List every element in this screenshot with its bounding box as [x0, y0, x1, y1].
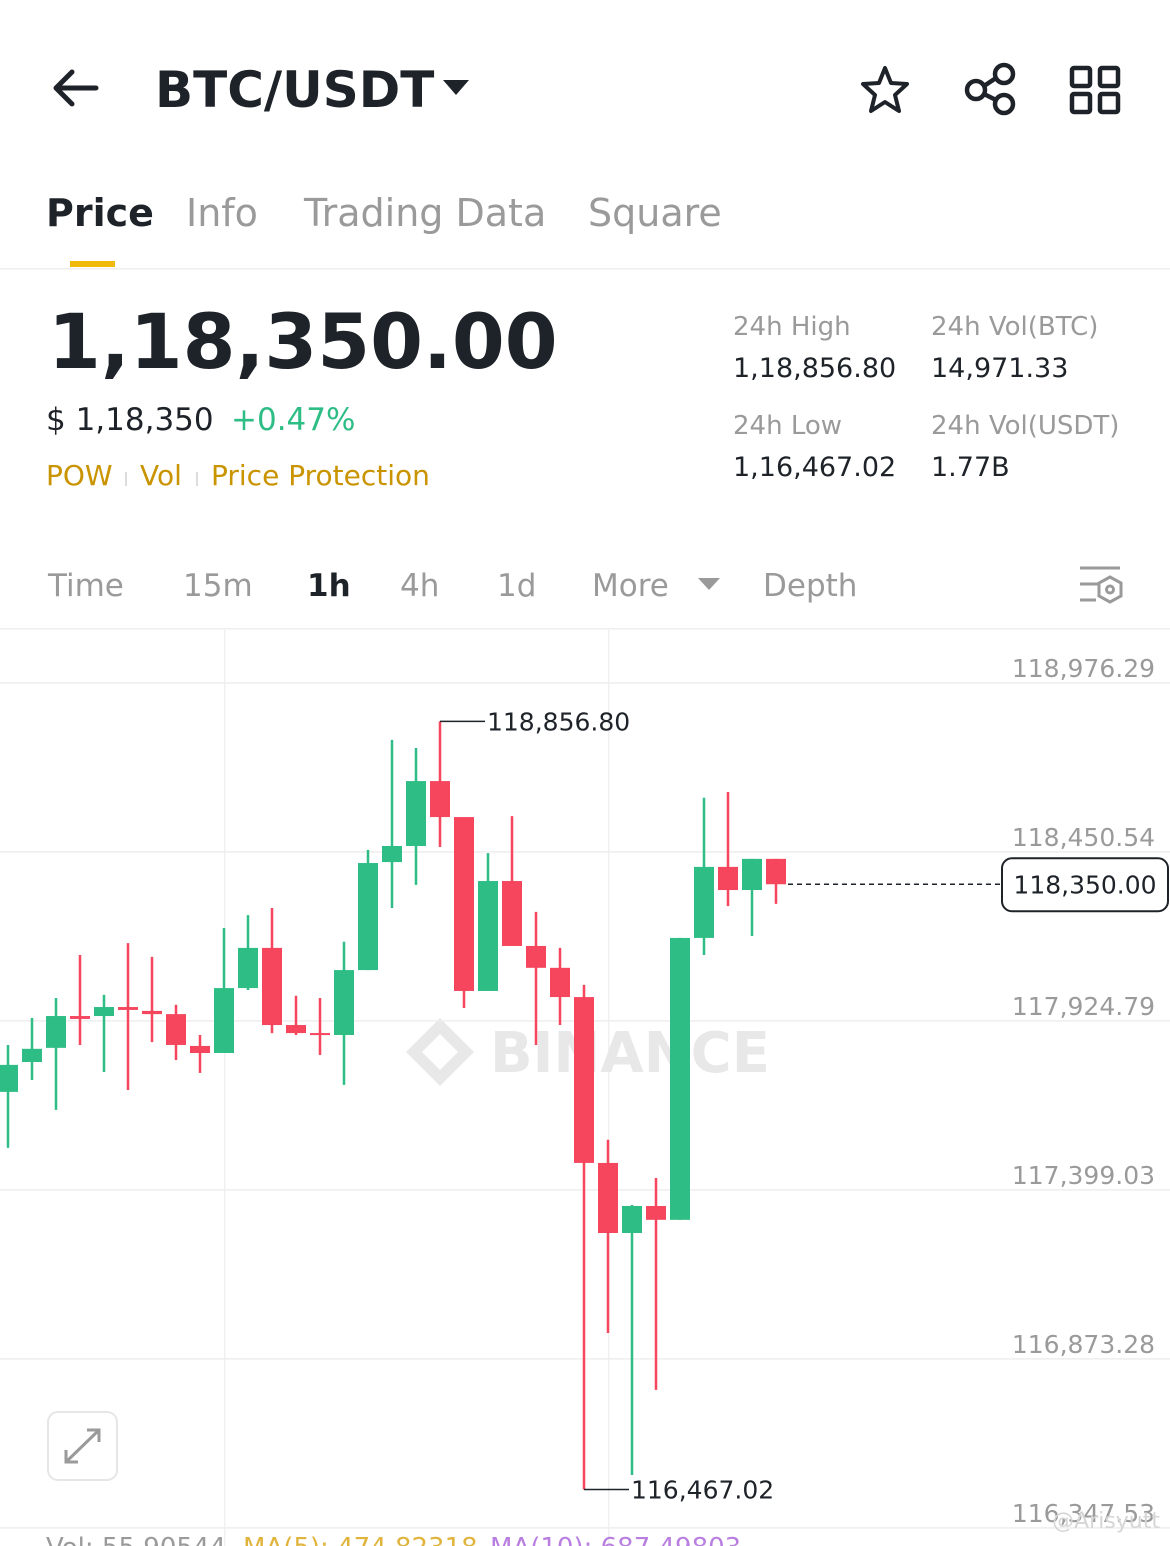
tag[interactable]: POW — [46, 459, 113, 492]
candle-body — [334, 970, 354, 1035]
interval[interactable]: 4h — [400, 568, 439, 604]
extreme-label: 116,467.02 — [631, 1475, 774, 1504]
candle-body — [550, 967, 570, 998]
separator — [125, 472, 127, 486]
last-price-box — [1001, 857, 1169, 913]
candle-body — [238, 947, 258, 989]
candle-body — [694, 866, 714, 938]
candle-body — [718, 866, 738, 891]
watermark-logo — [406, 1018, 474, 1086]
menu-icon[interactable] — [1069, 65, 1121, 115]
candle-body — [286, 1025, 306, 1034]
vertical-grid-line — [608, 630, 610, 1546]
stat-label: 24h High — [733, 312, 851, 342]
y-tick-label: 117,924.79 — [1012, 992, 1155, 1021]
chart-settings-icon[interactable] — [1080, 566, 1123, 604]
candle-body — [526, 945, 546, 968]
extreme-label: 118,856.80 — [487, 707, 630, 736]
candle-body — [166, 1014, 186, 1045]
candle-body — [22, 1048, 42, 1062]
candle-body — [142, 1010, 162, 1015]
candle-body — [766, 858, 786, 885]
candle-body — [430, 781, 450, 818]
more-dropdown[interactable] — [698, 578, 720, 590]
candle-body — [310, 1033, 330, 1036]
candle-body — [382, 846, 402, 863]
candle-body — [646, 1206, 666, 1220]
stat-value: 14,971.33 — [931, 353, 1068, 384]
candle-body — [406, 781, 426, 846]
last-price-label: 118,350.00 — [1013, 870, 1156, 899]
candle-body — [358, 863, 378, 971]
candle-body — [0, 1064, 18, 1092]
candlestick-chart: BINANCE 118,976.29 118,450.54 117,924.79 117… — [0, 654, 1170, 1529]
separator — [196, 472, 198, 486]
candle-body — [670, 937, 690, 1220]
credit: @Arisyutt — [1052, 1509, 1160, 1534]
stat-label: 24h Vol(USDT) — [931, 411, 1119, 441]
indicator: MA(10): 687.49803 — [490, 1533, 741, 1546]
indicator: Vol: 55.90544 — [46, 1533, 226, 1546]
candle-body — [262, 947, 282, 1026]
y-tick-label: 118,976.29 — [1012, 654, 1155, 683]
stat-value: 1,18,856.80 — [733, 353, 896, 384]
tag[interactable]: Vol — [140, 459, 182, 492]
candle-body — [742, 858, 762, 891]
interval[interactable]: Depth — [763, 568, 857, 604]
stat-value: 1.77B — [931, 452, 1010, 483]
last-price: 1,18,350.00 — [48, 297, 558, 386]
tab[interactable]: Square — [588, 191, 722, 235]
back-button[interactable] — [53, 69, 99, 107]
vertical-grid-line — [224, 630, 226, 1546]
price-change: +0.47% — [231, 402, 355, 438]
interval[interactable]: Time — [47, 568, 124, 604]
divider — [0, 268, 1170, 270]
y-tick-label: 117,399.03 — [1012, 1161, 1155, 1190]
candle-body — [46, 1016, 66, 1048]
divider — [0, 628, 1170, 630]
candle-body — [214, 988, 234, 1053]
stat-value: 1,16,467.02 — [733, 452, 896, 483]
expand-button[interactable] — [47, 1411, 118, 1481]
tag[interactable]: Price Protection — [211, 459, 430, 492]
indicator: MA(5): 474.82318 — [243, 1533, 478, 1546]
pair-dropdown[interactable] — [443, 80, 469, 95]
interval[interactable]: 15m — [183, 568, 253, 604]
pair-title[interactable]: BTC/USDT — [155, 61, 434, 119]
candle-body — [574, 997, 594, 1163]
candle-body — [502, 881, 522, 946]
tab[interactable]: Trading Data — [303, 191, 546, 235]
share-icon[interactable] — [964, 62, 1016, 116]
stat-label: 24h Low — [733, 411, 842, 441]
y-tick-label: 116,347.53 — [1012, 1499, 1155, 1528]
candle-body — [70, 1016, 90, 1019]
candle-body — [94, 1007, 114, 1017]
interval[interactable]: More — [592, 568, 669, 604]
interval[interactable]: 1d — [497, 568, 536, 604]
candle-body — [622, 1206, 642, 1233]
candle-body — [598, 1162, 618, 1233]
y-tick-label: 116,873.28 — [1012, 1330, 1155, 1359]
interval[interactable]: 1h — [307, 568, 351, 604]
stat-label: 24h Vol(BTC) — [931, 312, 1098, 342]
y-tick-label: 118,450.54 — [1012, 823, 1155, 852]
usd-price: $ 1,18,350 — [46, 402, 214, 438]
favorite-icon[interactable] — [861, 66, 909, 113]
tab[interactable]: Price — [46, 191, 154, 235]
candle-body — [190, 1045, 210, 1053]
candle-body — [118, 1007, 138, 1010]
tab-indicator — [70, 261, 115, 267]
tab[interactable]: Info — [186, 191, 258, 235]
candle-body — [454, 817, 474, 991]
watermark: BINANCE — [490, 1021, 770, 1086]
candle-body — [478, 881, 498, 991]
